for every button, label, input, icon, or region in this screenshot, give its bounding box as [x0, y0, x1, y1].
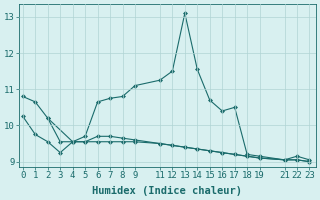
X-axis label: Humidex (Indice chaleur): Humidex (Indice chaleur) [92, 186, 242, 196]
